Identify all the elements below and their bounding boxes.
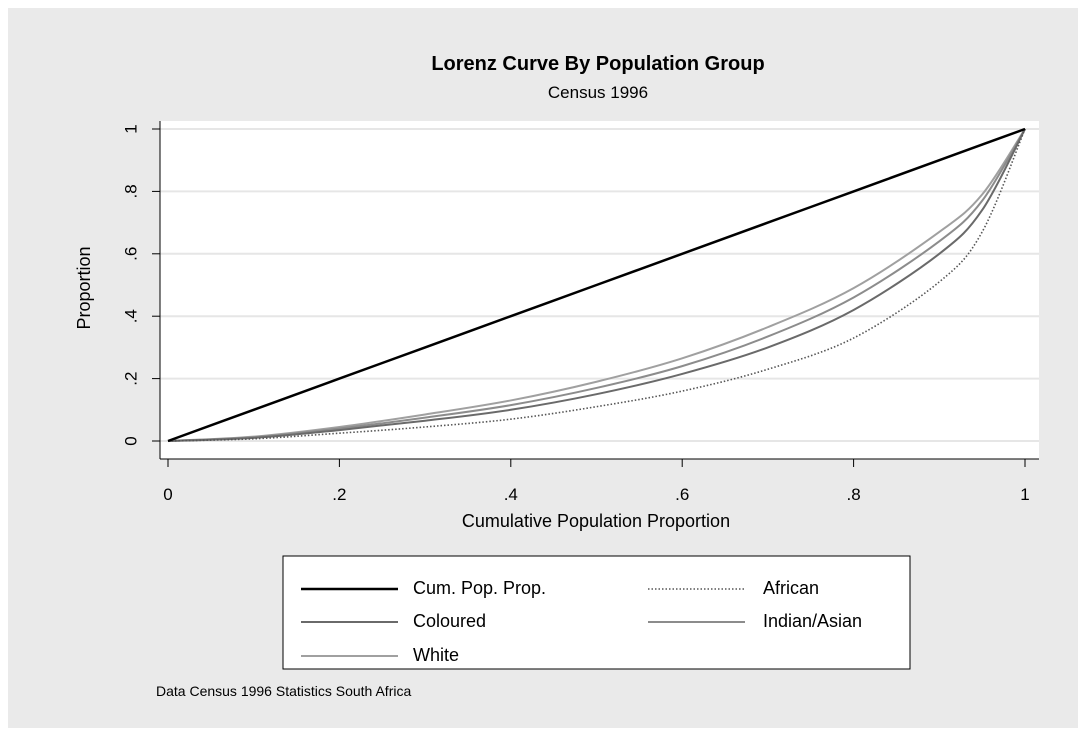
- legend-label-african: African: [763, 578, 819, 598]
- x-tick-label: .4: [504, 485, 518, 504]
- y-tick-label: .2: [121, 372, 140, 386]
- chart-title: Lorenz Curve By Population Group: [431, 53, 764, 75]
- y-tick-label: .8: [121, 184, 140, 198]
- chart-figure: Lorenz Curve By Population Group Census …: [8, 8, 1078, 728]
- gridlines: [160, 128, 1039, 442]
- y-axis-label: Proportion: [74, 246, 94, 329]
- legend-label-white: White: [413, 645, 459, 665]
- source-note: Data Census 1996 Statistics South Africa: [156, 683, 411, 699]
- y-tick-label: .4: [121, 309, 140, 323]
- y-tick-label: 0: [121, 436, 140, 445]
- series-line-white: [167, 128, 1026, 442]
- x-tick-label: .6: [675, 485, 689, 504]
- y-tick-label: 1: [121, 124, 140, 133]
- x-tick-label: .8: [847, 485, 861, 504]
- x-axis-label: Cumulative Population Proportion: [462, 511, 730, 531]
- chart-subtitle: Census 1996: [548, 83, 648, 102]
- y-tick-label: .6: [121, 247, 140, 261]
- x-tick-label: 1: [1020, 485, 1029, 504]
- series-line-coloured: [167, 128, 1026, 442]
- legend-label-coloured: Coloured: [413, 611, 486, 631]
- axes: 0 .2 .4 .6 .8 1 0 .2 .4 .6 .8 1: [121, 121, 1039, 504]
- lorenz-chart: Lorenz Curve By Population Group Census …: [74, 53, 1039, 699]
- x-tick-label: 0: [163, 485, 172, 504]
- series-lines: [167, 127, 1026, 443]
- series-line-indian-asian: [167, 128, 1026, 442]
- series-line-cum-pop-prop: [167, 127, 1026, 443]
- legend-label-cum-pop-prop: Cum. Pop. Prop.: [413, 578, 546, 598]
- legend-label-indian-asian: Indian/Asian: [763, 611, 862, 631]
- legend: Cum. Pop. Prop. African Coloured Indian/Asi…: [282, 555, 911, 670]
- x-tick-label: .2: [332, 485, 346, 504]
- legend-box: [282, 555, 911, 670]
